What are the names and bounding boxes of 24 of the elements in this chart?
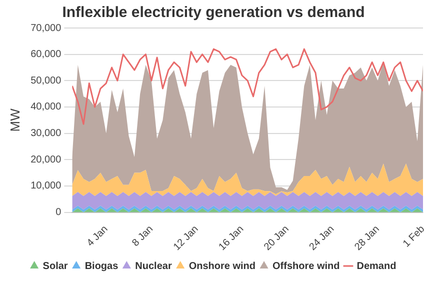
x-tick-label: 12 Jan (172, 224, 201, 253)
legend-label: Nuclear (135, 260, 172, 272)
y-axis-title: MW (7, 108, 22, 132)
x-tick-label: 8 Jan (130, 224, 156, 249)
y-tick-label: 60,000 (30, 49, 62, 60)
y-tick-label: 40,000 (30, 102, 62, 113)
x-tick-label: 16 Jan (216, 224, 246, 253)
legend-label: Biogas (84, 260, 119, 272)
legend-label: Offshore wind (272, 260, 340, 272)
x-tick-label: 28 Jan (352, 224, 382, 253)
y-tick-label: 30,000 (30, 128, 62, 140)
y-tick-label: 50,000 (30, 75, 62, 86)
y-tick-label: 20,000 (30, 154, 62, 166)
x-tick-label: 20 Jan (262, 224, 292, 253)
x-tick-label: 24 Jan (308, 224, 337, 253)
y-tick-label: 10,000 (30, 180, 62, 192)
legend-label: Onshore wind (188, 260, 256, 272)
legend-label: Solar (42, 260, 68, 272)
y-tick-label: 70,000 (30, 22, 62, 34)
x-tick-label: 1 Feb (401, 224, 428, 250)
chart-title: Inflexible electricity generation vs demand (62, 4, 365, 22)
x-tick-label: 4 Jan (85, 224, 110, 249)
legend-label: Demand (356, 260, 396, 272)
y-tick-label: 0 (56, 207, 62, 218)
